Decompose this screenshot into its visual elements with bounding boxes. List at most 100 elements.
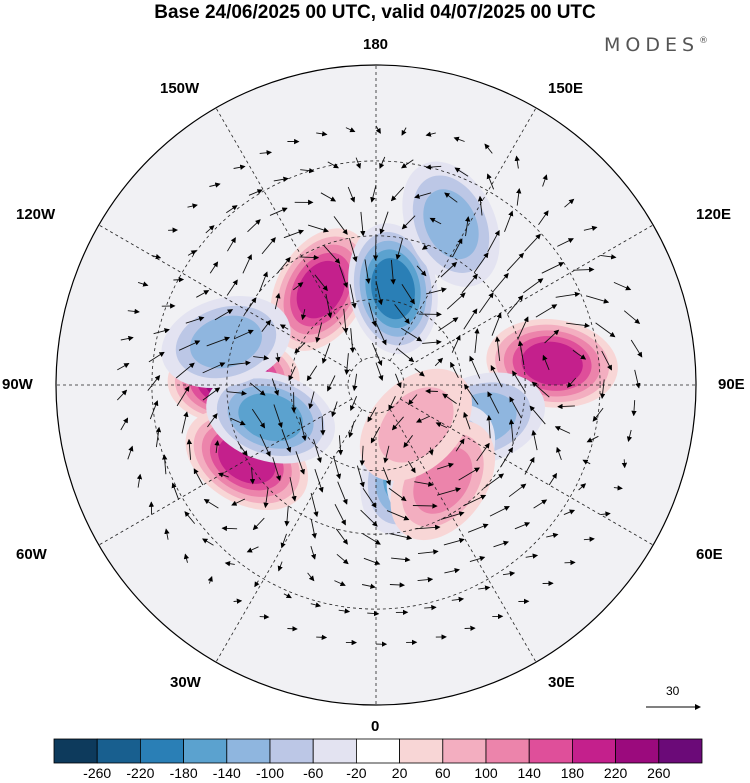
wind-vector	[473, 252, 489, 273]
anomaly-contour-band	[296, 260, 346, 319]
wind-vector	[325, 293, 333, 319]
wind-vector	[512, 370, 526, 392]
wind-vector	[259, 150, 272, 156]
wind-vector	[408, 394, 418, 406]
longitude-label-60e: 60E	[696, 546, 723, 563]
wind-vector	[595, 322, 616, 338]
wind-vector	[228, 360, 251, 366]
wind-vector	[440, 511, 465, 520]
wind-vector	[186, 438, 193, 460]
wind-vector	[274, 292, 281, 310]
wind-vector	[181, 411, 189, 434]
wind-vector	[359, 445, 365, 466]
wind-vector	[467, 523, 489, 533]
wind-vector	[440, 261, 458, 278]
wind-vector	[148, 351, 165, 363]
wind-vector	[362, 533, 381, 545]
colorbar-tick-label: -140	[213, 765, 241, 781]
longitude-label-180: 180	[363, 36, 389, 53]
wind-vector	[516, 188, 522, 206]
wind-vector-field	[116, 125, 643, 647]
longitude-label-150w: 150W	[160, 80, 200, 97]
wind-vector	[242, 254, 252, 274]
wind-vector	[349, 396, 358, 412]
wind-vector	[455, 438, 465, 452]
wind-vector	[120, 335, 134, 342]
wind-vector	[586, 435, 599, 443]
wind-vector	[283, 229, 305, 239]
wind-vector	[251, 408, 266, 429]
wind-vector	[592, 407, 604, 422]
wind-vector	[517, 316, 529, 340]
colorbar-swatch	[312, 738, 357, 764]
wind-vector	[226, 205, 238, 214]
wind-vector	[463, 308, 478, 330]
wind-vector	[613, 281, 632, 291]
wind-vector	[364, 259, 371, 284]
wind-vector	[295, 451, 305, 475]
wind-vector	[531, 429, 538, 451]
wind-vector	[320, 192, 337, 202]
colorbar-tick-label: 140	[518, 765, 542, 781]
colorbar-swatch	[485, 738, 530, 764]
wind-vector	[280, 533, 287, 549]
colorbar-swatch	[53, 738, 98, 764]
wind-vector	[382, 467, 391, 486]
wind-vector	[489, 506, 510, 517]
wind-vector	[438, 317, 459, 332]
wind-vector	[151, 254, 162, 260]
wind-vector	[310, 492, 319, 518]
wind-vector	[196, 290, 210, 298]
wind-vector	[517, 340, 525, 366]
wind-vector	[422, 339, 442, 345]
wind-vector	[259, 614, 270, 620]
wind-vector	[514, 522, 531, 530]
longitude-label-150e: 150E	[548, 80, 584, 97]
wind-vector	[345, 127, 356, 133]
wind-vector	[294, 342, 306, 354]
wind-vector	[514, 155, 520, 169]
wind-vector	[231, 498, 246, 506]
meridian-line	[215, 107, 363, 361]
wind-vector	[347, 186, 356, 203]
wind-vector	[193, 468, 204, 486]
wind-vector	[244, 297, 257, 315]
wind-vector	[412, 503, 438, 509]
wind-vector	[542, 174, 548, 187]
wind-vector	[254, 580, 260, 588]
wind-vector	[585, 295, 610, 304]
wind-vector	[429, 217, 442, 225]
colorbar-swatch	[399, 738, 444, 764]
wind-vector	[476, 442, 490, 462]
wind-vector	[464, 216, 471, 237]
colorbar-tick-label: 260	[647, 765, 671, 781]
wind-vector	[249, 382, 266, 396]
wind-vector	[391, 556, 411, 563]
wind-vector	[183, 553, 190, 563]
wind-vector	[214, 309, 234, 321]
wind-vector	[401, 284, 415, 305]
wind-vector	[293, 282, 304, 291]
wind-vector	[554, 426, 571, 434]
wind-vector	[454, 167, 469, 177]
wind-vector	[600, 254, 617, 260]
wind-vector	[258, 271, 268, 293]
wind-vector	[221, 525, 238, 532]
wind-vector	[474, 328, 480, 353]
wind-vector	[300, 167, 315, 174]
wind-vector	[401, 159, 414, 169]
colorbar-swatch	[226, 738, 271, 764]
wind-vector	[321, 343, 331, 364]
wind-vector	[272, 457, 282, 482]
wind-vector	[599, 379, 606, 399]
wind-vector	[634, 369, 641, 389]
colorbar-swatch	[355, 738, 400, 764]
wind-vector	[327, 161, 339, 169]
wind-vector	[308, 391, 315, 410]
wind-vector	[490, 364, 503, 388]
wind-vector	[414, 481, 434, 487]
colorbar-tick-label: -260	[83, 765, 111, 781]
wind-vector	[137, 281, 149, 287]
meridian-line	[389, 107, 537, 361]
wind-vector	[246, 546, 259, 553]
